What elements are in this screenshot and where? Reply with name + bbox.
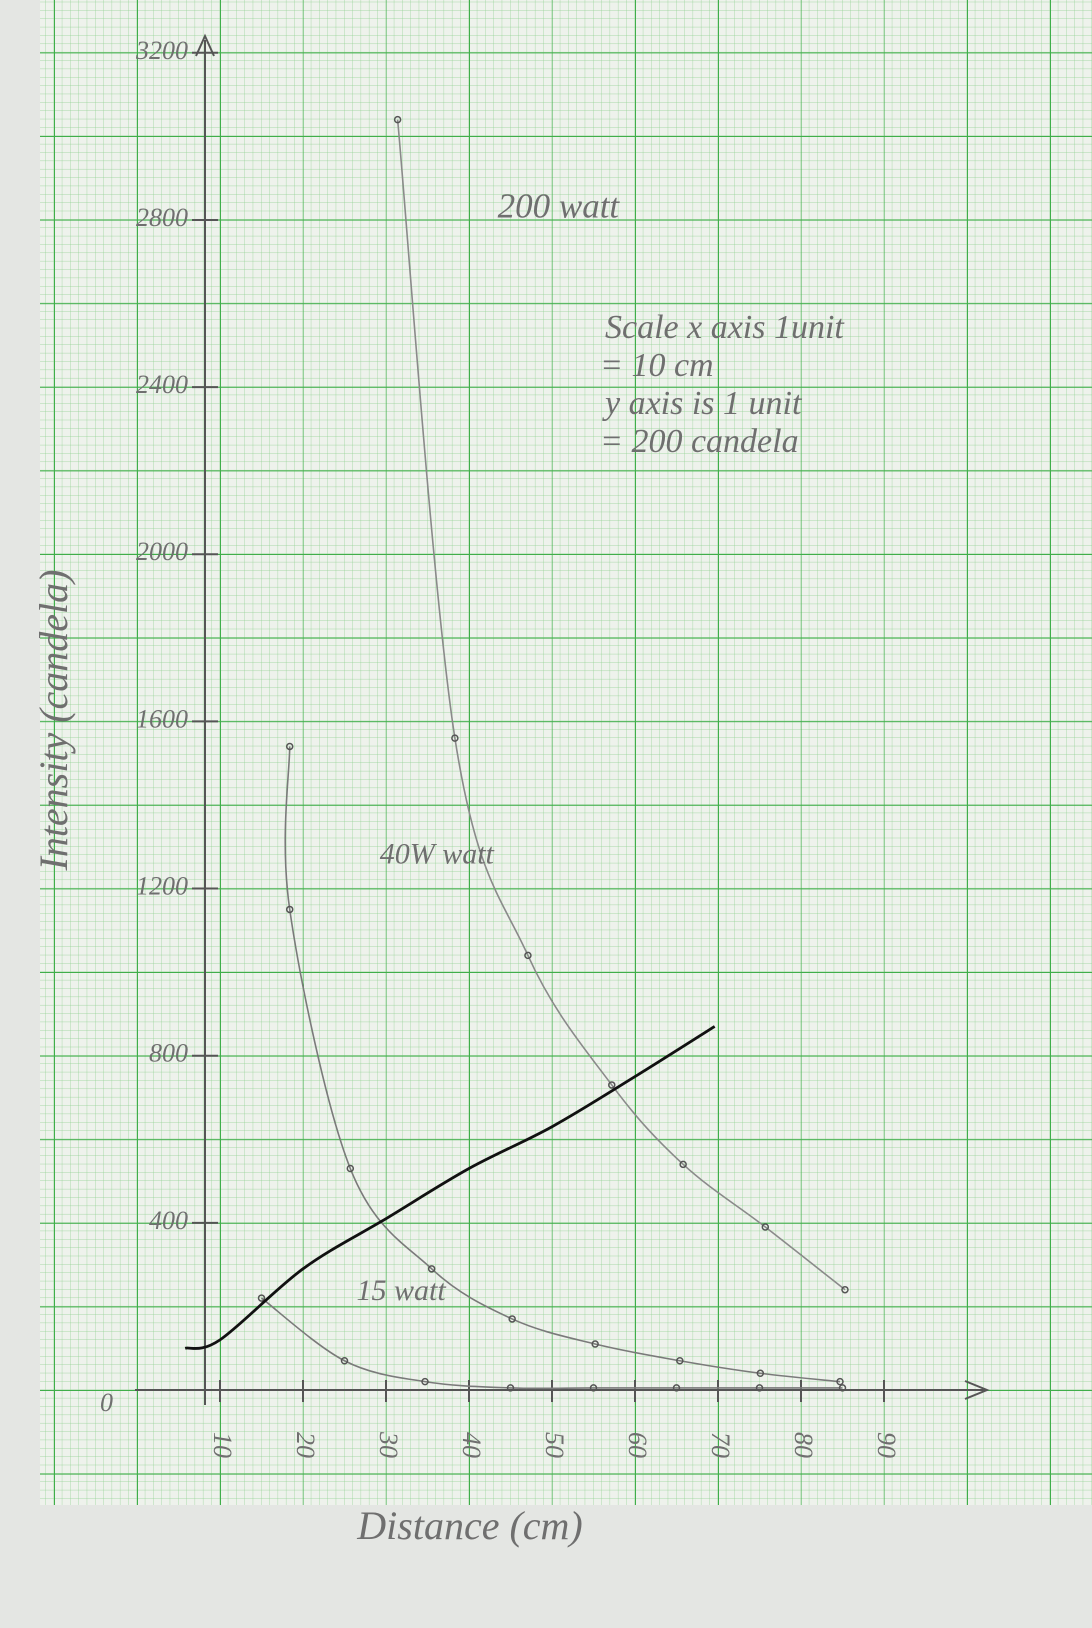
x-tick-label: 60 <box>623 1432 652 1458</box>
x-tick-label: 10 <box>208 1432 237 1458</box>
x-tick-label: 80 <box>789 1432 818 1458</box>
x-tick-label: 50 <box>540 1432 569 1458</box>
scale-note: Scale x axis 1unit <box>605 309 845 346</box>
x-tick-label: 70 <box>706 1432 735 1458</box>
x-tick-label: 20 <box>291 1432 320 1458</box>
x-axis-title: Distance (cm) <box>356 1503 582 1548</box>
y-tick-label: 2800 <box>136 203 188 232</box>
y-tick-label: 2400 <box>136 370 188 399</box>
series-label: 200 watt <box>498 187 621 226</box>
major-grid <box>40 0 1092 1505</box>
series-label: 40W watt <box>380 837 495 870</box>
scale-note: = 10 cm <box>600 347 714 384</box>
y-axis-title: Intensity (candela) <box>31 570 76 872</box>
y-tick-label: 800 <box>149 1039 188 1068</box>
origin-label: 0 <box>100 1388 113 1417</box>
scale-note: y axis is 1 unit <box>602 385 803 422</box>
x-tick-label: 90 <box>872 1432 901 1458</box>
series-label: 15 watt <box>357 1274 447 1307</box>
x-tick-label: 40 <box>457 1432 486 1458</box>
y-tick-label: 1200 <box>136 872 188 901</box>
scale-note: = 200 candela <box>600 423 799 460</box>
y-tick-label: 3200 <box>135 36 188 65</box>
y-tick-label: 400 <box>149 1206 188 1235</box>
y-tick-label: 1600 <box>136 704 188 733</box>
y-tick-label: 2000 <box>136 537 188 566</box>
x-tick-label: 30 <box>374 1431 403 1458</box>
chart: 0 Distance (cm) Intensity (candela) 400 8… <box>0 0 1092 1628</box>
